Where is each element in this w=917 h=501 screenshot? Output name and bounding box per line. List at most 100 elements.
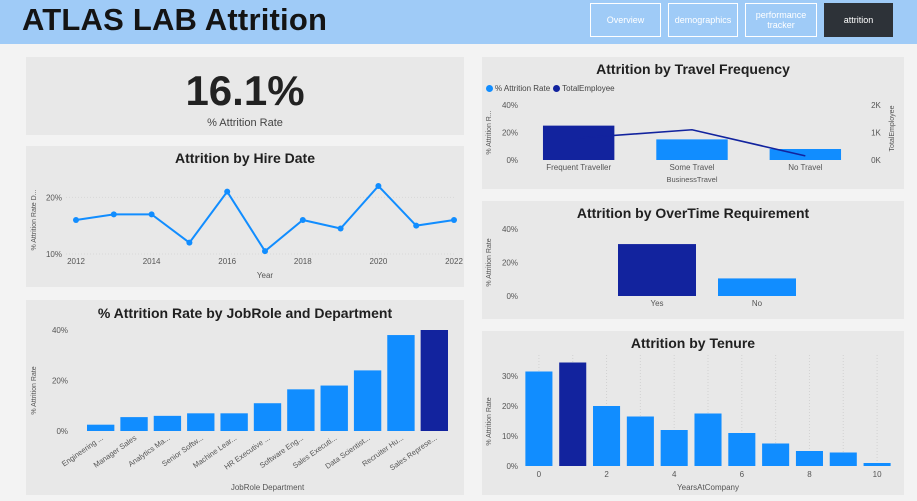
hire-series-line (75, 184, 455, 253)
overtime-card: Attrition by OverTime Requirement 0% 20% 4… (482, 201, 904, 319)
kpi-card: 16.1% % Attrition Rate (26, 57, 464, 135)
tenure-xtick-label: 6 (740, 470, 745, 479)
hire-ytick-label: 10% (46, 250, 62, 259)
legend-total-employee-swatch (553, 85, 561, 92)
tenure-xtick-label: 8 (807, 470, 812, 479)
tenure-bar (660, 430, 688, 466)
overtime-chart-title: Attrition by OverTime Requirement (576, 205, 810, 221)
overtime-ytick-label: 0% (506, 292, 518, 301)
hire-xtick-label: 2022 (445, 257, 463, 266)
travel-bar (656, 139, 728, 160)
tenure-chart-title: Attrition by Tenure (630, 335, 756, 351)
tenure-bar (762, 443, 790, 466)
tenure-x-axis-title: YearsAtCompany (677, 483, 739, 492)
tenure-bar (863, 463, 891, 466)
hire-data-point (375, 183, 382, 189)
travel-chart: 0% 20% 40% 0K 1K 2K Frequent Traveller Some Tra… (486, 101, 896, 184)
overtime-bar (718, 278, 796, 296)
travel-y2tick-label: 2K (871, 101, 881, 110)
tenure-bar (593, 406, 621, 466)
travel-y2tick-label: 0K (871, 156, 881, 165)
jobrole-bar (253, 403, 282, 431)
tenure-bar (626, 416, 654, 466)
jobrole-y-axis-title: % Attrition Rate (31, 366, 38, 414)
tenure-bar (525, 371, 553, 466)
hire-data-point (186, 239, 193, 246)
travel-xtick-label: Some Travel (670, 163, 715, 172)
kpi-value: 16.1% (185, 67, 305, 114)
nav-demographics-button[interactable]: demographics (668, 3, 738, 37)
tenure-bar (829, 452, 857, 466)
overtime-xtick-label: No (752, 299, 763, 308)
tenure-xtick-label: 4 (672, 470, 677, 479)
hire-date-card: Attrition by Hire Date 10% 20% 2012 2014 201… (26, 146, 464, 287)
nav-performance-tracker-button[interactable]: performance tracker (745, 3, 817, 37)
jobrole-chart-title: % Attrition Rate by JobRole and Departme… (97, 305, 393, 321)
travel-legend: % Attrition Rate TotalEmployee (486, 84, 615, 93)
nav-overview-button[interactable]: Overview (590, 3, 661, 37)
travel-card: Attrition by Travel Frequency % Attritio… (482, 57, 904, 189)
legend-attrition-swatch (486, 85, 493, 92)
travel-ytick-label: 40% (502, 101, 518, 110)
tenure-chart: 0% 10% 20% 30% 0 2 4 6 8 10 YearsAtCompany % Attrit… (486, 355, 891, 492)
overtime-xtick-label: Yes (650, 299, 663, 308)
header-bar: ATLAS LAB Attrition Overview demographic… (0, 0, 917, 44)
kpi-label: % Attrition Rate (207, 117, 283, 129)
travel-ytick-label: 20% (502, 129, 518, 138)
hire-data-point (73, 217, 79, 223)
hire-xtick-label: 2012 (67, 257, 85, 266)
tenure-bar (728, 433, 756, 466)
jobrole-bar (153, 415, 182, 431)
jobrole-card: % Attrition Rate by JobRole and Departme… (26, 300, 464, 495)
travel-y2-axis-title: TotalEmployee (889, 105, 896, 151)
travel-bar (769, 149, 842, 160)
hire-xtick-label: 2018 (294, 257, 312, 266)
jobrole-bar (320, 385, 348, 431)
tenure-card: Attrition by Tenure 0% 10% 20% 30% 0 2 4 6 8 10 Ye… (482, 331, 904, 495)
hire-x-axis-title: Year (257, 271, 274, 280)
travel-bar (542, 125, 615, 160)
jobrole-bar (287, 389, 315, 431)
overtime-ytick-label: 20% (502, 259, 518, 268)
tenure-xtick-label: 2 (604, 470, 609, 479)
jobrole-bar (387, 335, 415, 431)
nav-attrition-button[interactable]: attrition (824, 3, 893, 37)
hire-xtick-label: 2014 (143, 257, 161, 266)
hire-data-point (262, 248, 268, 255)
hire-chart-title: Attrition by Hire Date (174, 150, 315, 166)
tenure-xtick-label: 10 (873, 470, 882, 479)
jobrole-ytick-label: 40% (52, 326, 68, 335)
hire-data-point (413, 222, 420, 229)
hire-xtick-label: 2020 (370, 257, 388, 266)
tenure-ytick-label: 0% (506, 462, 518, 471)
jobrole-chart: 0%20%40%Engineering ...Manager SalesAnal… (31, 326, 448, 492)
travel-xtick-label: Frequent Traveller (546, 163, 611, 172)
travel-total-employee-line (578, 128, 806, 157)
legend-total-employee-label: TotalEmployee (562, 84, 615, 93)
page-title: ATLAS LAB Attrition (22, 2, 328, 37)
travel-x-axis-title: BusinessTravel (667, 175, 718, 184)
travel-y-axis-title: % Attrition R... (486, 110, 493, 154)
jobrole-bar (420, 330, 448, 431)
jobrole-ytick-label: 0% (56, 427, 68, 436)
tenure-y-axis-title: % Attrition Rate (486, 397, 493, 445)
travel-y2tick-label: 1K (871, 129, 881, 138)
hire-data-point (148, 211, 155, 218)
hire-data-point (337, 225, 344, 232)
jobrole-bar (120, 417, 148, 431)
overtime-chart: 0% 20% 40% Yes No % Attrition Rate (486, 225, 796, 308)
tenure-bar (559, 362, 587, 466)
jobrole-bar (187, 413, 215, 431)
jobrole-ytick-label: 20% (52, 377, 68, 386)
hire-data-point (299, 217, 306, 223)
hire-data-point (110, 211, 117, 218)
jobrole-x-axis-title: JobRole Department (231, 483, 305, 492)
hire-y-axis-title: % Attrition Rate D... (31, 189, 38, 250)
hire-xtick-label: 2016 (218, 257, 236, 266)
travel-ytick-label: 0% (506, 156, 518, 165)
legend-attrition-label: % Attrition Rate (495, 84, 551, 93)
jobrole-bar (220, 413, 248, 431)
overtime-bar (618, 244, 696, 296)
tenure-ytick-label: 10% (502, 432, 518, 441)
travel-xtick-label: No Travel (788, 163, 822, 172)
